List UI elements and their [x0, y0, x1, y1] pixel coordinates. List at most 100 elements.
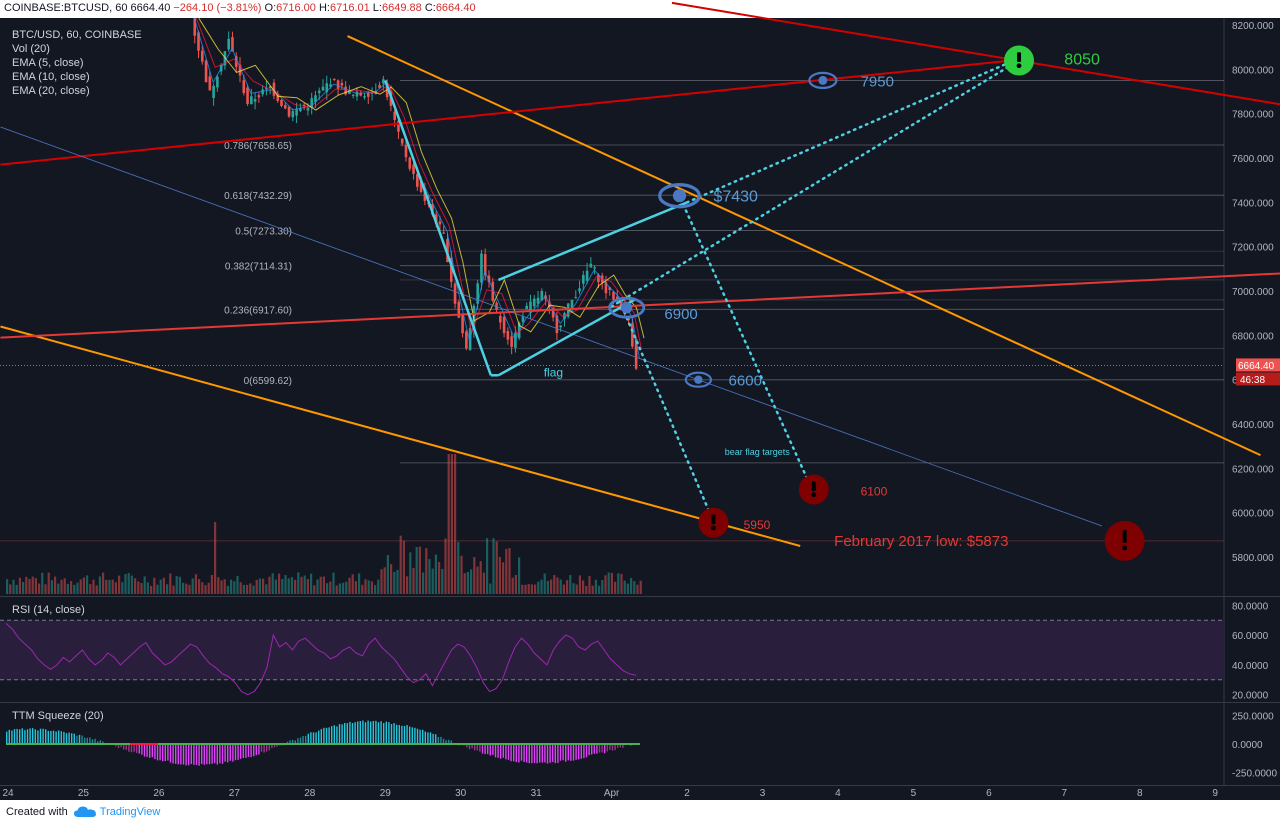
volume-bar [208, 583, 210, 594]
squeeze-bar [53, 731, 54, 744]
price-tick-label: 6800.000 [1232, 331, 1274, 342]
volume-bar [6, 579, 8, 594]
time-tick-label: 25 [78, 788, 90, 799]
candle-body [337, 80, 340, 88]
squeeze-bar [562, 744, 563, 760]
candle-body [209, 76, 212, 90]
squeeze-bar [42, 729, 43, 744]
squeeze-bar [500, 744, 501, 759]
volume-bar [499, 557, 501, 594]
candle-body [586, 271, 589, 281]
volume-bar [179, 577, 181, 594]
volume-bar [54, 577, 56, 594]
squeeze-bar [412, 727, 413, 744]
squeeze-bar [71, 733, 72, 744]
squeeze-bar [185, 744, 186, 765]
candle-body [216, 77, 219, 88]
volume-bar [467, 572, 469, 594]
squeeze-bar [495, 744, 496, 757]
volume-bar [160, 580, 162, 594]
candle-body [499, 316, 502, 323]
candle-body [574, 297, 577, 298]
volume-bar [566, 580, 568, 594]
candle-body [295, 109, 298, 115]
legend-volume[interactable]: Vol (20) [12, 42, 142, 56]
squeeze-bar [222, 744, 223, 764]
volume-bar [348, 578, 350, 594]
squeeze-bar [373, 721, 374, 744]
squeeze-bar [196, 744, 197, 765]
volume-bar [307, 579, 309, 594]
time-tick-label: 9 [1212, 788, 1218, 799]
flag-label: flag [544, 365, 563, 379]
rsi-title[interactable]: RSI (14, close) [12, 604, 85, 616]
legend-ema5[interactable]: EMA (5, close) [12, 56, 142, 70]
squeeze-bar [427, 732, 428, 744]
squeeze-bar [214, 744, 215, 763]
squeeze-bar [11, 731, 12, 744]
chart-legend: BTC/USD, 60, COINBASE Vol (20) EMA (5, c… [12, 28, 142, 98]
legend-ema10[interactable]: EMA (10, close) [12, 70, 142, 84]
volume-bar [278, 574, 280, 594]
rsi-tick-label: 80.0000 [1232, 601, 1269, 612]
squeeze-bar [250, 744, 251, 757]
annotation-label: 6600 [729, 373, 762, 390]
squeeze-bar [315, 732, 316, 744]
volume-bar [195, 574, 197, 594]
time-tick-label: 2 [684, 788, 690, 799]
legend-symbol[interactable]: BTC/USD, 60, COINBASE [12, 28, 142, 42]
squeeze-bar [544, 744, 545, 762]
volume-bar [275, 580, 277, 594]
candle-body [503, 317, 506, 333]
volume-bar [512, 578, 514, 594]
squeeze-bar [388, 722, 389, 744]
alert-down-icon [799, 474, 829, 504]
volume-bar [150, 586, 152, 594]
volume-bar [320, 577, 322, 594]
volume-bar [313, 585, 315, 594]
squeeze-bar [165, 744, 166, 761]
volume-bar [294, 580, 296, 594]
volume-bar [352, 574, 354, 594]
tradingview-brand: TradingView [100, 806, 161, 818]
volume-bar [492, 538, 494, 594]
volume-bar [227, 586, 229, 594]
volume-bar [416, 547, 418, 594]
legend-ema20[interactable]: EMA (20, close) [12, 84, 142, 98]
volume-bar [48, 573, 50, 594]
fib-level-label: 0(6599.62) [244, 376, 292, 387]
volume-bar [304, 575, 306, 594]
volume-bar [96, 585, 98, 594]
candle-body [533, 299, 536, 307]
volume-bar [332, 573, 334, 594]
tradingview-link[interactable]: TradingView [74, 806, 161, 818]
volume-bar [611, 573, 613, 594]
volume-bar [406, 576, 408, 594]
squeeze-title[interactable]: TTM Squeeze (20) [12, 710, 104, 722]
volume-bar [342, 583, 344, 594]
candle-body [227, 39, 230, 50]
volume-bar [358, 573, 360, 594]
squeeze-bar [526, 744, 527, 763]
squeeze-bar [323, 728, 324, 744]
header-low: 6649.88 [382, 2, 422, 14]
volume-bar [236, 576, 238, 594]
squeeze-bar [508, 744, 509, 760]
squeeze-bar [37, 730, 38, 744]
squeeze-bar [367, 721, 368, 744]
squeeze-bar [594, 744, 595, 754]
volume-bar [502, 562, 504, 594]
candle-body [522, 317, 525, 322]
price-tick-label: 8000.000 [1232, 65, 1274, 76]
volume-bar [364, 579, 366, 594]
candle-body [631, 323, 634, 346]
volume-bar [451, 454, 453, 594]
volume-bar [518, 557, 520, 594]
squeeze-bar [339, 724, 340, 744]
squeeze-bar [219, 744, 220, 763]
candle-body [454, 284, 457, 304]
time-tick-label: 26 [153, 788, 165, 799]
squeeze-bar [583, 744, 584, 758]
